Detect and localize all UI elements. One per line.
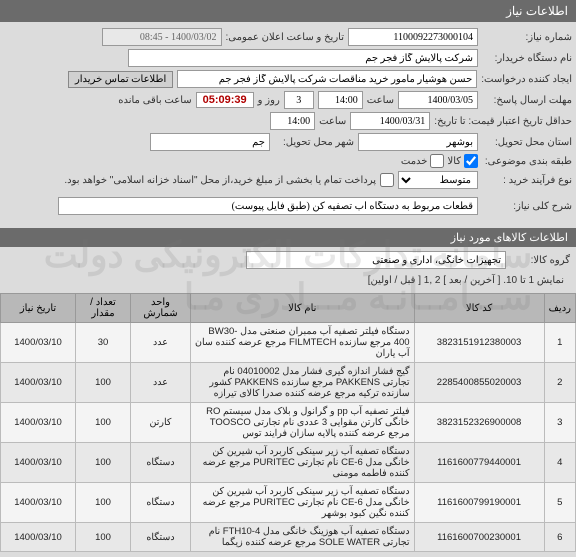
page-header: اطلاعات نیاز — [0, 0, 576, 22]
deadline-label: مهلت ارسال پاسخ: — [482, 95, 572, 106]
deadline-date-input[interactable] — [398, 91, 478, 109]
cell-unit: عدد — [131, 323, 191, 363]
validity-date-input[interactable] — [350, 112, 430, 130]
announce-label: تاریخ و ساعت اعلان عمومی: — [226, 32, 345, 43]
pay-note: پرداخت تمام یا بخشی از مبلغ خرید،از محل … — [64, 175, 376, 186]
th-unit: واحد شمارش — [131, 294, 191, 323]
cell-qty: 100 — [76, 443, 131, 483]
cell-name: دستگاه تصفیه آب زیر سینکی کاربرد آب شیری… — [191, 483, 415, 523]
cat-service-checkbox[interactable] — [430, 154, 444, 168]
cell-date: 1400/03/10 — [1, 403, 76, 443]
cell-unit: عدد — [131, 363, 191, 403]
deadline-time-input[interactable] — [318, 91, 363, 109]
cell-qty: 100 — [76, 483, 131, 523]
cell-name: دستگاه فیلتر تصفیه آب ممبران صنعتی مدل B… — [191, 323, 415, 363]
cell-name: دستگاه تصفیه آب زیر سینکی کاربرد آب شیری… — [191, 443, 415, 483]
delivery-prov-input[interactable] — [358, 133, 478, 151]
cell-unit: دستگاه — [131, 443, 191, 483]
cell-idx: 4 — [544, 443, 575, 483]
validity-time-input[interactable] — [270, 112, 315, 130]
buyer-org-label: نام دستگاه خریدار: — [482, 53, 572, 64]
announce-input — [102, 28, 222, 46]
group-input[interactable] — [246, 251, 506, 269]
th-code: کد کالا — [414, 294, 544, 323]
delivery-city-label: شهر محل تحویل: — [274, 137, 354, 148]
group-label: گروه کالا: — [510, 255, 570, 266]
cat-label: طبقه بندی موضوعی: — [482, 156, 572, 167]
th-date: تاریخ نیاز — [1, 294, 76, 323]
cell-code: 3823151912380003 — [414, 323, 544, 363]
cell-date: 1400/03/10 — [1, 523, 76, 552]
cell-idx: 1 — [544, 323, 575, 363]
need-no-input[interactable] — [348, 28, 478, 46]
table-row[interactable]: 22285400855020003گیج فشار اندازه گیری فش… — [1, 363, 576, 403]
table-row[interactable]: 61161600700230001دستگاه تصفیه آب هوزینگ … — [1, 523, 576, 552]
cell-name: گیج فشار اندازه گیری فشار مدل 04010002 ن… — [191, 363, 415, 403]
cell-qty: 30 — [76, 323, 131, 363]
contact-button[interactable]: اطلاعات تماس خریدار — [68, 71, 173, 88]
delivery-prov-label: استان محل تحویل: — [482, 137, 572, 148]
cell-date: 1400/03/10 — [1, 443, 76, 483]
need-no-label: شماره نیاز: — [482, 32, 572, 43]
cell-code: 1161600700230001 — [414, 523, 544, 552]
cell-name: فیلتر تصفیه آب pp و گرانول و بلاک مدل سی… — [191, 403, 415, 443]
cell-unit: دستگاه — [131, 483, 191, 523]
cell-date: 1400/03/10 — [1, 323, 76, 363]
th-name: نام کالا — [191, 294, 415, 323]
cell-idx: 2 — [544, 363, 575, 403]
cell-unit: دستگاه — [131, 523, 191, 552]
cell-code: 1161600779440001 — [414, 443, 544, 483]
table-row[interactable]: 41161600779440001دستگاه تصفیه آب زیر سین… — [1, 443, 576, 483]
creator-input[interactable] — [177, 70, 477, 88]
time-label-2: ساعت — [319, 116, 346, 127]
days-remain-input — [284, 91, 314, 109]
th-idx: ردیف — [544, 294, 575, 323]
remain-label: ساعت باقی مانده — [118, 95, 191, 106]
pager[interactable]: نمایش 1 تا 10. [ آخرین / بعد ] 2 ,1 [ قب… — [6, 272, 570, 289]
cat-service-label: خدمت — [401, 156, 428, 167]
th-qty: تعداد / مقدار — [76, 294, 131, 323]
days-label: روز و — [258, 95, 280, 106]
validity-label: حداقل تاریخ اعتبار قیمت: تا تاریخ: — [434, 116, 572, 127]
time-label-1: ساعت — [367, 95, 394, 106]
page-title: اطلاعات نیاز — [506, 4, 568, 18]
form-section: شماره نیاز: تاریخ و ساعت اعلان عمومی: نا… — [0, 22, 576, 224]
cell-unit: کارتن — [131, 403, 191, 443]
cell-name: دستگاه تصفیه آب هوزینگ خانگی مدل FTH10-4… — [191, 523, 415, 552]
cell-code: 2285400855020003 — [414, 363, 544, 403]
cell-qty: 100 — [76, 403, 131, 443]
proc-type-select[interactable]: متوسط — [398, 171, 478, 189]
creator-label: ایجاد کننده درخواست: — [481, 74, 572, 85]
delivery-city-input[interactable] — [150, 133, 270, 151]
cell-idx: 5 — [544, 483, 575, 523]
cell-idx: 3 — [544, 403, 575, 443]
cat-goods-label: کالا — [447, 156, 461, 167]
cat-goods-checkbox[interactable] — [464, 154, 478, 168]
items-section-title: اطلاعات کالاهای مورد نیاز — [0, 228, 576, 247]
pay-note-checkbox[interactable] — [380, 173, 394, 187]
buyer-org-input[interactable] — [128, 49, 478, 67]
proc-type-label: نوع فرآیند خرید : — [482, 175, 572, 186]
need-desc-input[interactable] — [58, 197, 478, 215]
cell-idx: 6 — [544, 523, 575, 552]
cell-qty: 100 — [76, 523, 131, 552]
cell-date: 1400/03/10 — [1, 483, 76, 523]
cell-qty: 100 — [76, 363, 131, 403]
items-table: ردیف کد کالا نام کالا واحد شمارش تعداد /… — [0, 293, 576, 552]
need-desc-label: شرح کلی نیاز: — [482, 201, 572, 212]
table-row[interactable]: 33823152326900008فیلتر تصفیه آب pp و گرا… — [1, 403, 576, 443]
table-row[interactable]: 13823151912380003دستگاه فیلتر تصفیه آب م… — [1, 323, 576, 363]
cell-code: 3823152326900008 — [414, 403, 544, 443]
cell-date: 1400/03/10 — [1, 363, 76, 403]
table-row[interactable]: 51161600799190001دستگاه تصفیه آب زیر سین… — [1, 483, 576, 523]
countdown-timer: 05:09:39 — [196, 92, 254, 108]
cell-code: 1161600799190001 — [414, 483, 544, 523]
